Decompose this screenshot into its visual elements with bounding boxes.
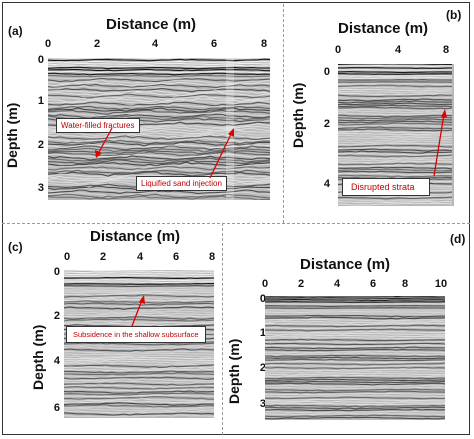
panel-c-x-tick: 4: [136, 251, 144, 263]
panel-c-y-tick: 2: [53, 310, 60, 322]
panel-c-x-tick: 8: [208, 251, 216, 263]
panel-a-y-tick: 2: [37, 139, 44, 151]
panel-d-y-title: Depth (m): [226, 338, 242, 404]
col-divider-bottom: [222, 223, 223, 435]
panel-d-y-tick: 3: [259, 398, 266, 410]
col-divider-top: [283, 4, 284, 223]
row-divider: [2, 223, 470, 224]
panel-a-annotation-fractures: Water-filled fractures: [56, 118, 140, 133]
panel-a-x-tick: 0: [44, 38, 52, 50]
panel-a-y-tick: 0: [37, 54, 44, 66]
panel-a-x-tick: 2: [93, 38, 101, 50]
panel-c-y-tick: 0: [53, 266, 60, 278]
panel-a-y-tick: 3: [37, 182, 44, 194]
panel-a-y-tick: 1: [37, 95, 44, 107]
panel-b-letter: (b): [446, 8, 462, 22]
figure-frame: [2, 2, 470, 435]
panel-c-y-title: Depth (m): [30, 324, 46, 390]
panel-c-x-tick: 0: [63, 251, 71, 263]
panel-d-x-tick: 2: [297, 278, 305, 290]
panel-b-annotation-strata: Disrupted strata: [342, 178, 430, 196]
panel-c-annotation-subsidence: Subsidence in the shallow subsurface: [66, 326, 206, 343]
panel-a-x-title: Distance (m): [106, 16, 197, 33]
gpr-d-texture: [265, 296, 445, 420]
panel-d-radargram: [265, 296, 445, 420]
panel-d-y-tick: 1: [259, 327, 266, 339]
panel-c-y-tick: 6: [53, 402, 60, 414]
panel-d-y-tick: 0: [259, 293, 266, 305]
panel-b-x-tick: 8: [442, 44, 450, 56]
panel-b-y-tick: 0: [323, 66, 330, 78]
panel-d-x-title: Distance (m): [300, 256, 391, 273]
panel-c-x-tick: 2: [99, 251, 107, 263]
panel-b-y-tick: 2: [323, 118, 330, 130]
panel-d-letter: (d): [450, 232, 466, 246]
gpr-c-texture: [64, 270, 214, 418]
panel-d-y-tick: 2: [259, 362, 266, 374]
panel-a-x-tick: 4: [151, 38, 159, 50]
panel-c-x-tick: 6: [172, 251, 180, 263]
panel-a-y-title: Depth (m): [4, 102, 20, 168]
panel-a-x-tick: 8: [260, 38, 268, 50]
panel-b-x-tick: 0: [334, 44, 342, 56]
panel-b-y-tick: 4: [323, 178, 330, 190]
panel-a-letter: (a): [8, 24, 23, 38]
panel-b-y-title: Depth (m): [290, 82, 306, 148]
panel-d-x-tick: 0: [261, 278, 269, 290]
panel-c-radargram: [64, 270, 214, 418]
panel-c-x-title: Distance (m): [90, 228, 181, 245]
panel-b-x-title: Distance (m): [338, 20, 429, 37]
panel-d-x-tick: 6: [369, 278, 377, 290]
panel-d-x-tick: 4: [333, 278, 341, 290]
panel-d-x-tick: 8: [401, 278, 409, 290]
panel-b-x-tick: 4: [394, 44, 402, 56]
panel-d-x-tick: 10: [434, 278, 448, 290]
panel-c-y-tick: 4: [53, 355, 60, 367]
panel-a-annotation-sand: Liquified sand injection: [136, 176, 227, 191]
panel-c-letter: (c): [8, 240, 23, 254]
panel-a-x-tick: 6: [210, 38, 218, 50]
